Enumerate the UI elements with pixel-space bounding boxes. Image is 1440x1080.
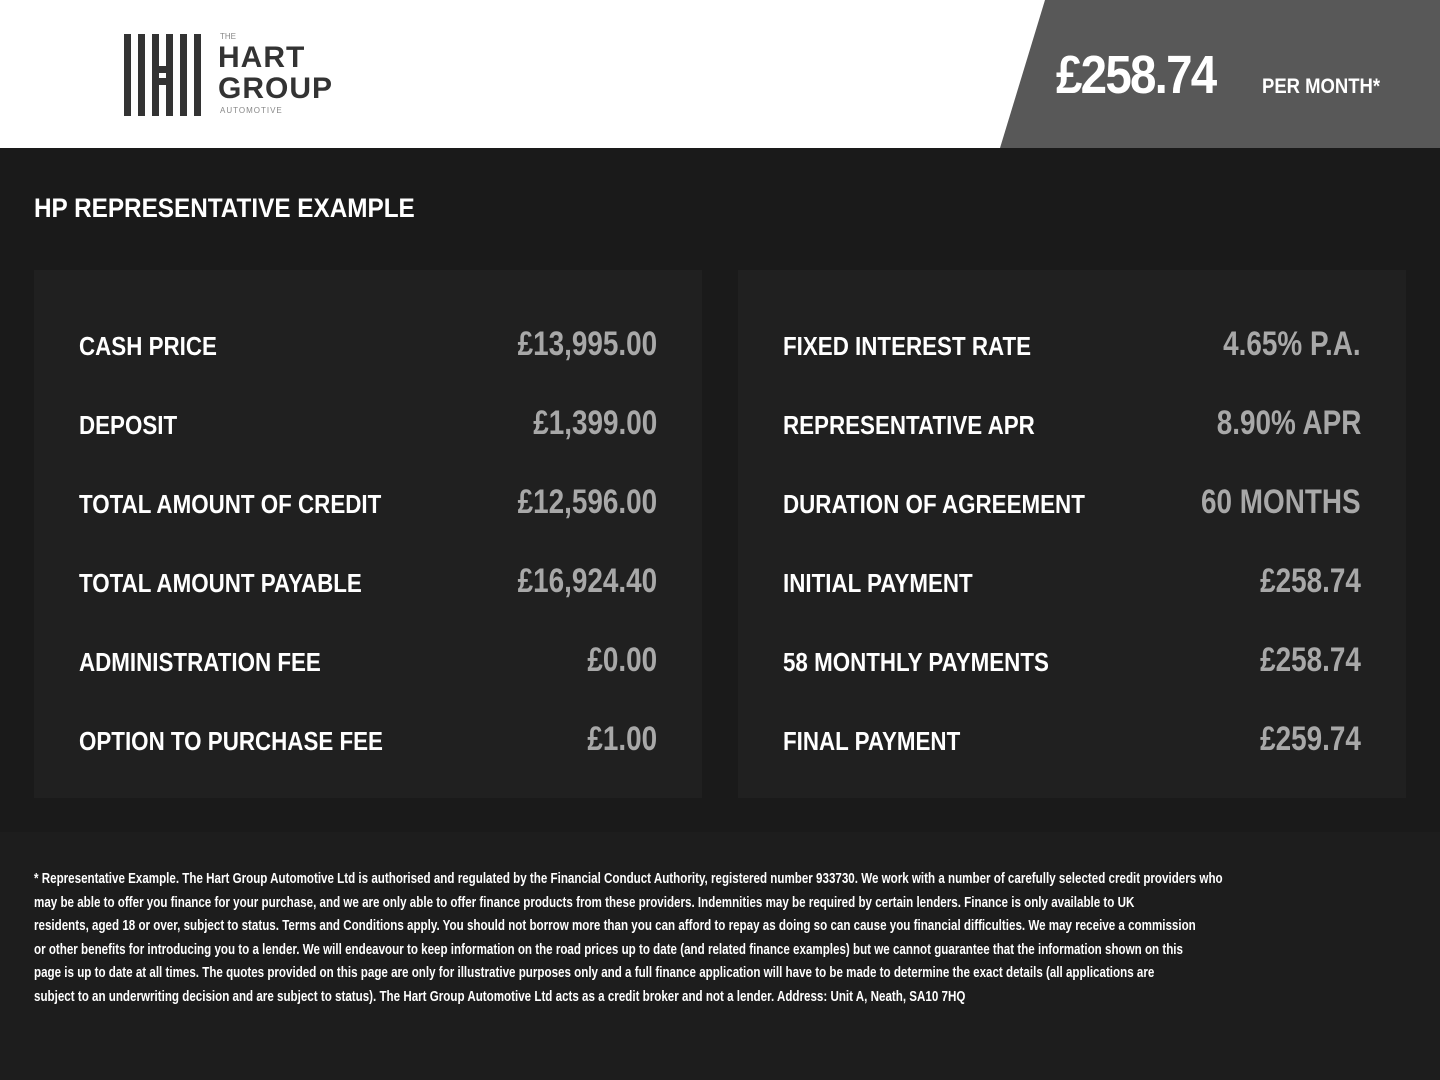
row-value: £0.00 [587, 641, 657, 679]
row-label: TOTAL AMOUNT PAYABLE [79, 568, 362, 598]
row-value: £258.74 [1260, 562, 1361, 600]
row-value: 60 MONTHS [1201, 483, 1361, 521]
finance-row: FIXED INTEREST RATE 4.65% P.A. [783, 325, 1361, 368]
disclaimer-line: * Representative Example. The Hart Group… [34, 871, 1223, 887]
row-label: FINAL PAYMENT [783, 726, 961, 756]
finance-row: INITIAL PAYMENT £258.74 [783, 562, 1361, 605]
row-value: £1.00 [587, 720, 657, 758]
finance-panel-right: FIXED INTEREST RATE 4.65% P.A. REPRESENTA… [738, 270, 1406, 798]
price-banner [1000, 0, 1440, 148]
finance-row: CASH PRICE £13,995.00 [79, 325, 657, 368]
hart-group-logo: THE HART GROUP AUTOMOTIVE [122, 32, 372, 118]
disclaimer-line: may be able to offer you finance for you… [34, 894, 1135, 911]
finance-panel-left: CASH PRICE £13,995.00 DEPOSIT £1,399.00 TO… [34, 270, 702, 798]
row-label: DURATION OF AGREEMENT [783, 489, 1085, 519]
monthly-price: £258.74 [1056, 45, 1217, 105]
finance-row: REPRESENTATIVE APR 8.90% APR [783, 404, 1361, 447]
row-label: FIXED INTEREST RATE [783, 331, 1032, 361]
disclaimer-line: residents, aged 18 or over, subject to s… [34, 918, 1196, 934]
logo-the: THE [220, 32, 236, 41]
row-value: 4.65% P.A. [1223, 325, 1361, 363]
row-label: 58 MONTHLY PAYMENTS [783, 647, 1049, 677]
finance-row: TOTAL AMOUNT OF CREDIT £12,596.00 [79, 483, 657, 526]
disclaimer-line: or other benefits for introducing you to… [34, 941, 1183, 958]
logo-automotive: AUTOMOTIVE [220, 106, 283, 115]
row-value: £258.74 [1260, 641, 1361, 679]
finance-row: OPTION TO PURCHASE FEE £1.00 [79, 720, 657, 763]
row-value: £12,596.00 [517, 483, 657, 521]
section-title: HP REPRESENTATIVE EXAMPLE [34, 193, 415, 223]
finance-row: 58 MONTHLY PAYMENTS £258.74 [783, 641, 1361, 684]
row-label: ADMINISTRATION FEE [79, 647, 321, 677]
finance-row: FINAL PAYMENT £259.74 [783, 720, 1361, 763]
disclaimer: * Representative Example. The Hart Group… [34, 868, 1440, 1009]
row-value: £13,995.00 [517, 325, 657, 363]
row-label: TOTAL AMOUNT OF CREDIT [79, 489, 382, 519]
logo-mark-icon [124, 34, 201, 116]
finance-row: TOTAL AMOUNT PAYABLE £16,924.40 [79, 562, 657, 605]
logo-group: GROUP [218, 72, 334, 105]
disclaimer-line: page is up to date at all times. The quo… [34, 965, 1155, 981]
row-label: OPTION TO PURCHASE FEE [79, 726, 383, 756]
row-label: CASH PRICE [79, 331, 217, 361]
row-value: £16,924.40 [517, 562, 657, 600]
row-value: £1,399.00 [532, 404, 657, 442]
row-value: £259.74 [1260, 720, 1361, 758]
logo-hart: HART [218, 41, 306, 74]
row-label: REPRESENTATIVE APR [783, 410, 1035, 440]
header: THE HART GROUP AUTOMOTIVE £258.74 PER MO… [0, 0, 1440, 148]
row-label: DEPOSIT [79, 410, 178, 440]
finance-row: ADMINISTRATION FEE £0.00 [79, 641, 657, 684]
per-month-label: PER MONTH* [1262, 75, 1381, 98]
row-value: 8.90% APR [1216, 404, 1361, 442]
row-label: INITIAL PAYMENT [783, 568, 973, 598]
finance-row: DEPOSIT £1,399.00 [79, 404, 657, 447]
disclaimer-line: subject to an underwriting decision and … [34, 988, 966, 1005]
finance-row: DURATION OF AGREEMENT 60 MONTHS [783, 483, 1361, 526]
